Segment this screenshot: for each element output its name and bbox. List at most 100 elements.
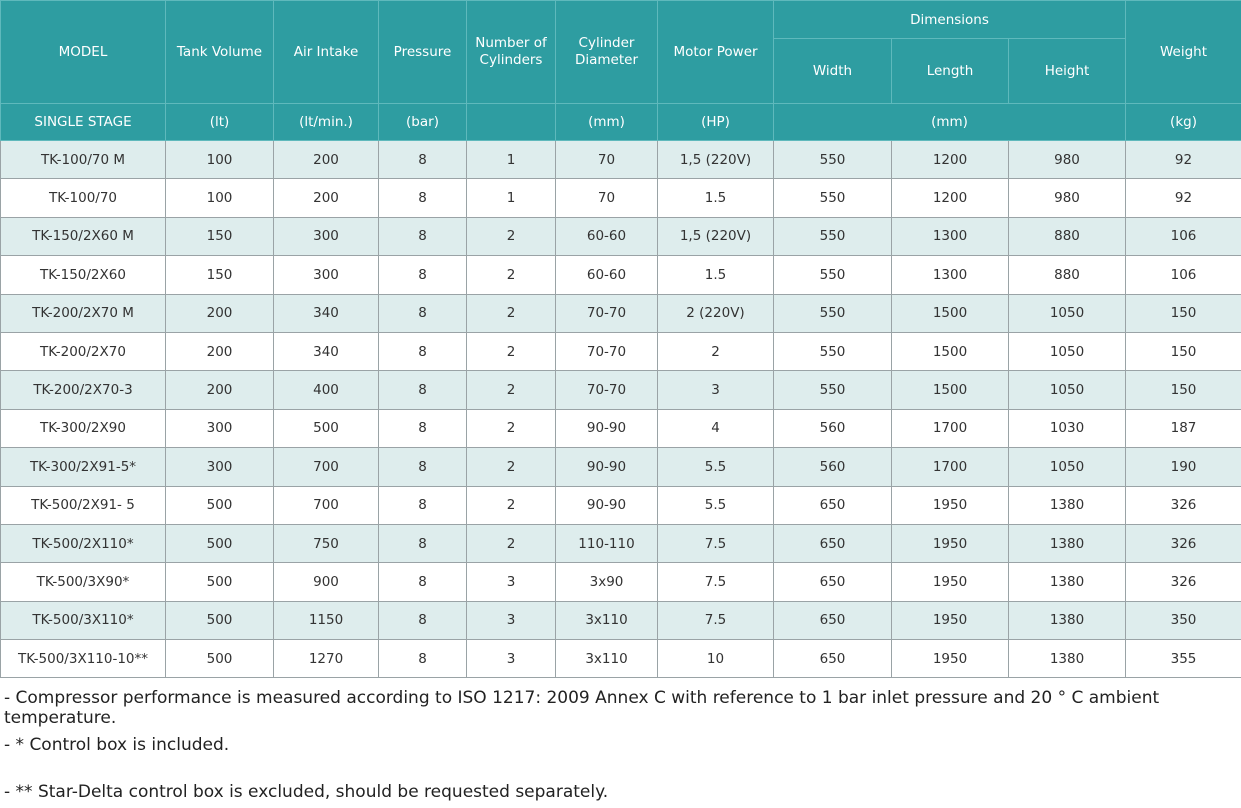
table-cell: 150 — [165, 255, 274, 295]
table-cell: 3x90 — [555, 562, 658, 602]
table-cell: 1270 — [273, 639, 379, 679]
note: - Compressor performance is measured acc… — [4, 688, 1160, 728]
table-row: TK-200/2X70-3 200 400 8 2 70-70 3 550 1500 1050 15… — [0, 370, 1241, 410]
table-cell: 3x110 — [555, 600, 658, 641]
table-cell: 7.5 — [657, 562, 774, 602]
table-cell: 3 — [466, 600, 556, 641]
table-cell: 3 — [466, 562, 556, 602]
table-cell: 70-70 — [555, 370, 658, 410]
table-cell: 1950 — [891, 600, 1009, 641]
table-cell: 1380 — [1007, 485, 1127, 525]
unit-cell: (bar) — [378, 103, 467, 141]
table-cell: 1 — [466, 139, 556, 180]
table-cell: 150 — [1125, 331, 1241, 372]
table-cell: 340 — [273, 293, 379, 333]
table-cell: 1500 — [891, 293, 1009, 333]
table-cell: 7.5 — [657, 600, 774, 641]
table-cell: 70 — [555, 178, 658, 218]
table-cell: TK-100/70 M — [0, 139, 166, 180]
header-cell: Number of Cylinders — [466, 0, 556, 104]
table-cell: 90-90 — [555, 408, 658, 449]
table-cell: 60-60 — [555, 216, 658, 257]
table-cell: TK-500/2X91- 5 — [0, 485, 166, 525]
table-cell: 5.5 — [657, 447, 774, 487]
table-cell: TK-300/2X90 — [0, 408, 166, 449]
table-cell: 90-90 — [555, 485, 658, 525]
table-cell: 60-60 — [555, 255, 658, 295]
table-cell: TK-500/3X90* — [0, 562, 166, 602]
table-cell: 550 — [773, 255, 892, 295]
table-cell: 2 — [466, 293, 556, 333]
header-cell: Height — [1007, 38, 1127, 104]
table-cell: 150 — [1125, 370, 1241, 410]
table-cell: 100 — [165, 139, 274, 180]
table-cell: 550 — [773, 331, 892, 372]
table-cell: 1380 — [1007, 562, 1127, 602]
table-cell: 8 — [378, 216, 467, 257]
table-cell: TK-150/2X60 M — [0, 216, 166, 257]
table-cell: 2 — [466, 485, 556, 525]
table-cell: 1500 — [891, 331, 1009, 372]
table-cell: TK-200/2X70-3 — [0, 370, 166, 410]
table-cell: 550 — [773, 139, 892, 180]
table-cell: 650 — [773, 523, 892, 564]
table-cell: 8 — [378, 408, 467, 449]
table-cell: 326 — [1125, 562, 1241, 602]
note: - ** Star-Delta control box is excluded,… — [4, 782, 609, 802]
table-cell: 700 — [273, 485, 379, 525]
table-cell: 70-70 — [555, 331, 658, 372]
table-cell: 106 — [1125, 216, 1241, 257]
header-cell: Air Intake — [273, 0, 379, 104]
table-cell: 1050 — [1007, 370, 1127, 410]
table-row: TK-300/2X91-5* 300 700 8 2 90-90 5.5 560 1700 105… — [0, 447, 1241, 487]
table-cell: 750 — [273, 523, 379, 564]
table-cell: 550 — [773, 216, 892, 257]
table-cell: 92 — [1125, 139, 1241, 180]
header-cell: Tank Volume — [165, 0, 274, 104]
table-cell: 650 — [773, 639, 892, 679]
table-cell: 1050 — [1007, 447, 1127, 487]
table-row: TK-150/2X60 M 150 300 8 2 60-60 1,5 (220V) 550 1… — [0, 216, 1241, 257]
table-row: TK-500/3X110-10** 500 1270 8 3 3x110 10 650 1950… — [0, 639, 1241, 679]
table-cell: 2 — [466, 523, 556, 564]
table-cell: 1,5 (220V) — [657, 139, 774, 180]
table-cell: 300 — [273, 255, 379, 295]
table-cell: 350 — [1125, 600, 1241, 641]
table-cell: 340 — [273, 331, 379, 372]
table-cell: 70 — [555, 139, 658, 180]
table-cell: 5.5 — [657, 485, 774, 525]
table-cell: 110-110 — [555, 523, 658, 564]
table-row: TK-100/70 100 200 8 1 70 1.5 550 1200 980 92 — [0, 178, 1241, 218]
table-cell: 1 — [466, 178, 556, 218]
table-cell: 300 — [165, 447, 274, 487]
table-cell: 8 — [378, 255, 467, 295]
header-cell: Pressure — [378, 0, 467, 104]
table-cell: 3 — [657, 370, 774, 410]
table-cell: 900 — [273, 562, 379, 602]
table-cell: 1700 — [891, 408, 1009, 449]
table-cell: 2 — [466, 255, 556, 295]
table-cell: 8 — [378, 139, 467, 180]
table-cell: 1300 — [891, 216, 1009, 257]
table-cell: 550 — [773, 370, 892, 410]
table-cell: 1200 — [891, 139, 1009, 180]
table-cell: 90-90 — [555, 447, 658, 487]
table-cell: 355 — [1125, 639, 1241, 679]
header-cell: Motor Power — [657, 0, 774, 104]
table-row: TK-500/2X110* 500 750 8 2 110-110 7.5 650 1950 13… — [0, 523, 1241, 564]
table-cell: 1300 — [891, 255, 1009, 295]
table-cell: 200 — [273, 178, 379, 218]
table-cell: 8 — [378, 331, 467, 372]
spec-table: MODEL Tank Volume Air Intake Pressure Nu… — [0, 0, 1241, 679]
header-cell: Cylinder Diameter — [555, 0, 658, 104]
table-cell: 2 (220V) — [657, 293, 774, 333]
table-cell: 200 — [165, 293, 274, 333]
unit-cell: (HP) — [657, 103, 774, 141]
table-cell: 150 — [165, 216, 274, 257]
table-cell: 1050 — [1007, 293, 1127, 333]
table-cell: 2 — [466, 370, 556, 410]
header-cell: Width — [773, 38, 892, 104]
table-cell: 300 — [273, 216, 379, 257]
table-cell: 980 — [1007, 178, 1127, 218]
header-cell: MODEL — [0, 0, 166, 104]
